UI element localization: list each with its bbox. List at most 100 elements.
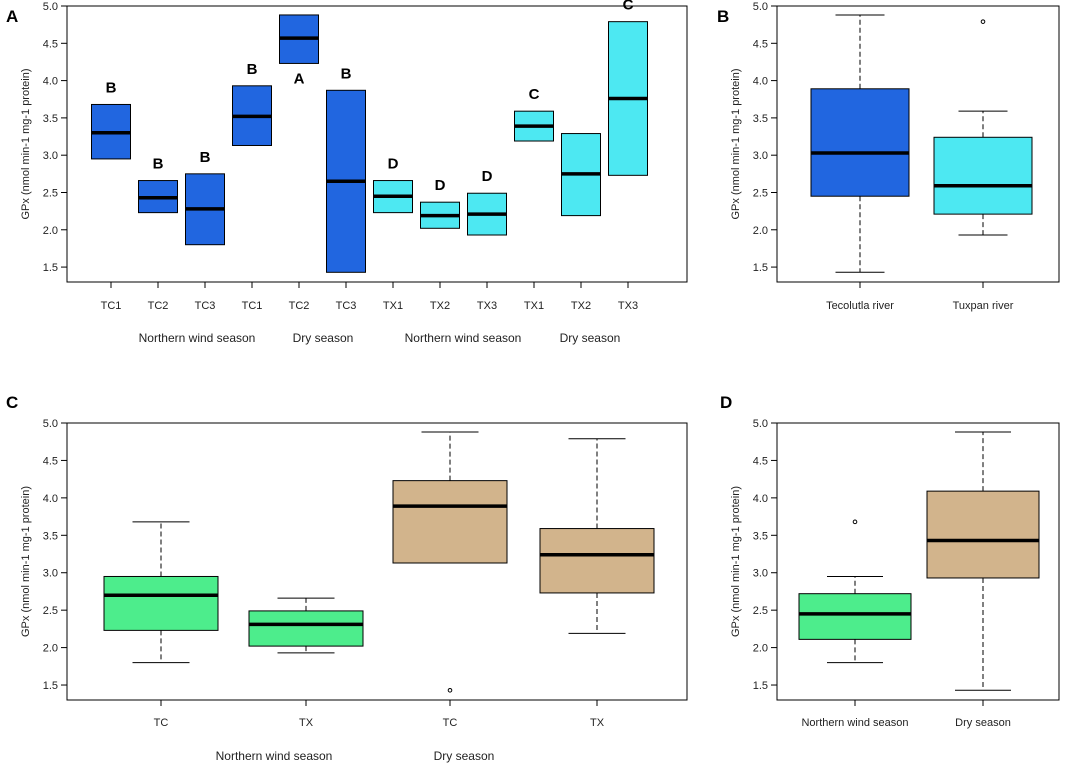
group-label: Northern wind season	[139, 331, 256, 345]
y-tick-label: 3.0	[753, 150, 768, 162]
panel-letter: A	[6, 7, 18, 26]
y-tick-label: 4.5	[753, 455, 768, 467]
y-tick-label: 5.0	[753, 418, 768, 430]
box-3: B TC3	[185, 149, 225, 312]
significance-letter: B	[200, 149, 211, 166]
significance-letter: D	[435, 177, 446, 194]
panel-a: A 1.5 2.0 2.5 3.0 3.5 4.0 4.5 5.0 GPx (nmol min-1…	[6, 0, 688, 345]
plot-frame	[776, 422, 1060, 701]
x-tick-label: TX	[590, 717, 605, 729]
x-tick-label: TC2	[289, 300, 310, 312]
x-tick-label: Tecolutla river	[826, 300, 894, 312]
y-tick-label: 3.0	[753, 568, 768, 580]
y-tick-label: 2.5	[43, 187, 58, 199]
box-body	[933, 136, 1033, 215]
box-body	[798, 593, 912, 640]
x-tick-label: TX1	[524, 300, 544, 312]
x-tick-label: Dry season	[955, 717, 1011, 729]
plot-frame	[66, 5, 688, 283]
panel-letter: D	[720, 393, 732, 412]
x-tick-label: TX3	[618, 300, 638, 312]
significance-letter: A	[294, 70, 305, 87]
group-label: Northern wind season	[405, 331, 522, 345]
y-tick-label: 3.5	[753, 113, 768, 125]
significance-letter: D	[388, 156, 399, 173]
plot-frame	[776, 5, 1060, 283]
y-tick-label: 4.5	[43, 38, 58, 50]
panel-b: B 1.5 2.0 2.5 3.0 3.5 4.0 4.5 5.0 GPx (nmol min-1…	[717, 1, 1060, 312]
box-2: Dry season	[926, 431, 1040, 729]
outlier-point	[447, 687, 453, 693]
y-axis-label: GPx (nmol min-1 mg-1 protein)	[730, 69, 742, 220]
y-tick-label: 3.0	[43, 150, 58, 162]
x-tick-label: TC3	[195, 300, 216, 312]
box-2: TX	[248, 597, 364, 729]
significance-letter: C	[623, 0, 634, 14]
box-1: TC	[103, 521, 219, 729]
box-3: TC	[392, 431, 508, 729]
box-body	[392, 480, 508, 564]
box-12: C TX3	[608, 0, 648, 312]
box-4: TX	[539, 438, 655, 729]
y-tick-label: 2.5	[753, 187, 768, 199]
box-1: Northern wind season	[798, 519, 912, 729]
box-1: B TC1	[91, 79, 131, 312]
y-tick-label: 1.5	[43, 262, 58, 274]
x-tick-label: TC1	[242, 300, 263, 312]
panel-letter: B	[717, 7, 729, 26]
y-tick-label: 4.0	[753, 493, 768, 505]
y-tick-label: 1.5	[753, 262, 768, 274]
box-1: Tecolutla river	[810, 14, 910, 312]
significance-letter: B	[341, 65, 352, 82]
y-tick-label: 3.5	[43, 530, 58, 542]
group-label: Dry season	[434, 749, 495, 763]
box-body	[103, 575, 219, 631]
x-tick-label: TX2	[571, 300, 591, 312]
x-tick-label: TX3	[477, 300, 497, 312]
box-5: A TC2	[279, 14, 319, 312]
y-tick-label: 2.0	[43, 643, 58, 655]
y-axis-label: GPx (nmol min-1 mg-1 protein)	[20, 486, 32, 637]
panel-d: D 1.5 2.0 2.5 3.0 3.5 4.0 4.5 5.0 GPx (nmol min-1…	[720, 393, 1060, 729]
box-2: B TC2	[138, 156, 178, 312]
y-tick-label: 1.5	[753, 680, 768, 692]
y-tick-label: 3.5	[753, 530, 768, 542]
box-body	[926, 490, 1040, 579]
box-7: D TX1	[373, 156, 413, 312]
y-tick-label: 3.5	[43, 113, 58, 125]
y-tick-label: 2.0	[43, 225, 58, 237]
outlier-point	[852, 519, 858, 525]
box-body	[810, 88, 910, 197]
y-tick-label: 2.5	[753, 605, 768, 617]
y-tick-label: 5.0	[43, 1, 58, 13]
significance-letter: D	[482, 168, 493, 185]
box-body	[248, 610, 364, 647]
box-4: B TC1	[232, 61, 272, 312]
box-2: Tuxpan river	[933, 19, 1033, 312]
box-8: D TX2	[420, 177, 460, 312]
significance-letter: C	[529, 86, 540, 103]
x-tick-label: Northern wind season	[801, 717, 908, 729]
box-body	[539, 528, 655, 594]
y-tick-label: 4.5	[753, 38, 768, 50]
x-tick-label: Tuxpan river	[953, 300, 1014, 312]
x-tick-label: TC	[154, 717, 169, 729]
y-tick-label: 4.0	[753, 76, 768, 88]
significance-letter: B	[247, 61, 258, 78]
y-tick-label: 2.5	[43, 605, 58, 617]
panel-c: C 1.5 2.0 2.5 3.0 3.5 4.0 4.5 5.0 GPx (nmol min-1…	[6, 393, 688, 763]
box-11: TX2	[561, 133, 601, 312]
box-6: B TC3	[326, 65, 366, 312]
y-tick-label: 1.5	[43, 680, 58, 692]
x-tick-label: TX2	[430, 300, 450, 312]
group-label: Northern wind season	[216, 749, 333, 763]
box-9: D TX3	[467, 168, 507, 312]
x-tick-label: TX	[299, 717, 314, 729]
significance-letter: B	[153, 156, 164, 173]
x-tick-label: TC	[443, 717, 458, 729]
y-tick-label: 5.0	[753, 1, 768, 13]
group-label: Dry season	[560, 331, 621, 345]
y-tick-label: 4.0	[43, 76, 58, 88]
outlier-point	[980, 19, 986, 24]
